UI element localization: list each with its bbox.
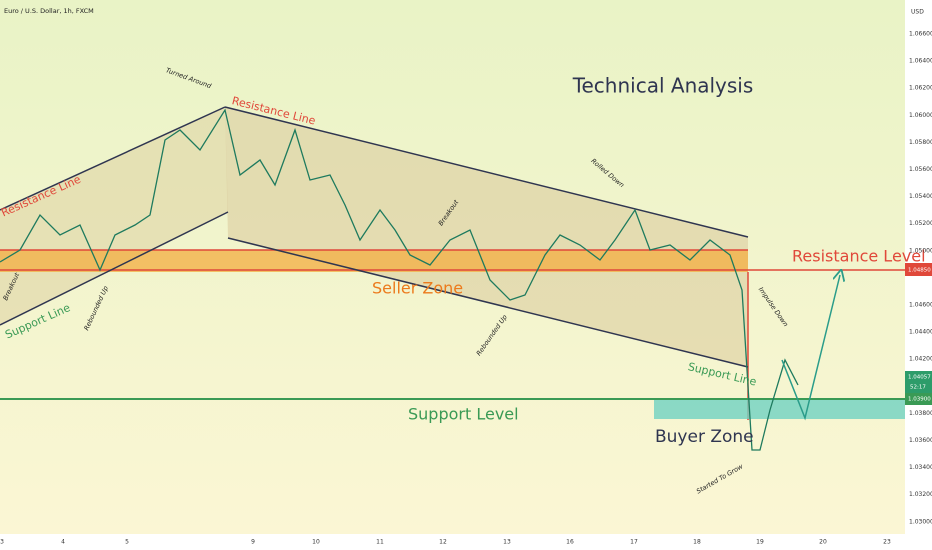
trend-line [224,106,749,238]
time-label: 17 [630,539,638,546]
price-label: 1.03400 [909,464,932,471]
badge-text: 1.04850 [908,268,931,274]
label: Support Level [408,405,519,424]
price-label: 1.05400 [909,193,932,200]
time-label: 9 [251,539,255,546]
time-label: 3 [0,539,4,546]
price-label: 1.03600 [909,437,932,444]
symbol: Euro / U.S. Dollar, 1h, FXCM [4,7,94,15]
badge-text: 1.03900 [908,397,931,403]
projection-arrow [781,275,840,421]
time-label: 12 [439,539,447,546]
time-label: 16 [566,539,574,546]
seller-zone [0,250,748,272]
price-label: 1.04200 [909,356,932,363]
time-label: 19 [756,539,764,546]
time-label: 4 [61,539,65,546]
time-label: 5 [125,539,129,546]
price-label: 1.06000 [909,112,932,119]
buyer-zone [654,399,905,419]
price-label: 1.05000 [909,247,932,254]
label: Buyer Zone [655,427,754,447]
time-label: 10 [312,539,320,546]
price-label: 1.03000 [909,518,932,525]
trend-line [0,211,229,326]
price-label: 1.03800 [909,410,932,417]
price-label: 1.06200 [909,85,932,92]
price-path [0,108,799,451]
time-label: 13 [503,539,511,546]
price-label: 1.05600 [909,166,932,173]
time-label: 18 [693,539,701,546]
time-label: 23 [883,539,891,546]
label: Resistance Level [792,247,926,266]
price-label: 1.06400 [909,58,932,65]
badge-text: 1.04057 [908,375,931,381]
badge-text: 52:17 [910,385,926,391]
badge [905,263,932,276]
time-label: 20 [819,539,827,546]
badge [905,371,932,393]
price-label: 1.04600 [909,302,932,309]
badge [905,393,932,405]
price-label: 1.04400 [909,329,932,336]
trend-line [0,106,226,211]
falling-channel [225,107,748,367]
currency: USD [911,9,924,16]
time-axis [0,534,905,550]
trend-line [227,237,749,368]
price-label: 1.03200 [909,491,932,498]
time-label: 11 [376,539,384,546]
price-label: 1.05200 [909,220,932,227]
price-label: 1.05800 [909,139,932,146]
label: Seller Zone [372,279,463,298]
title: Technical Analysis [572,74,754,98]
price-label: 1.06600 [909,31,932,38]
